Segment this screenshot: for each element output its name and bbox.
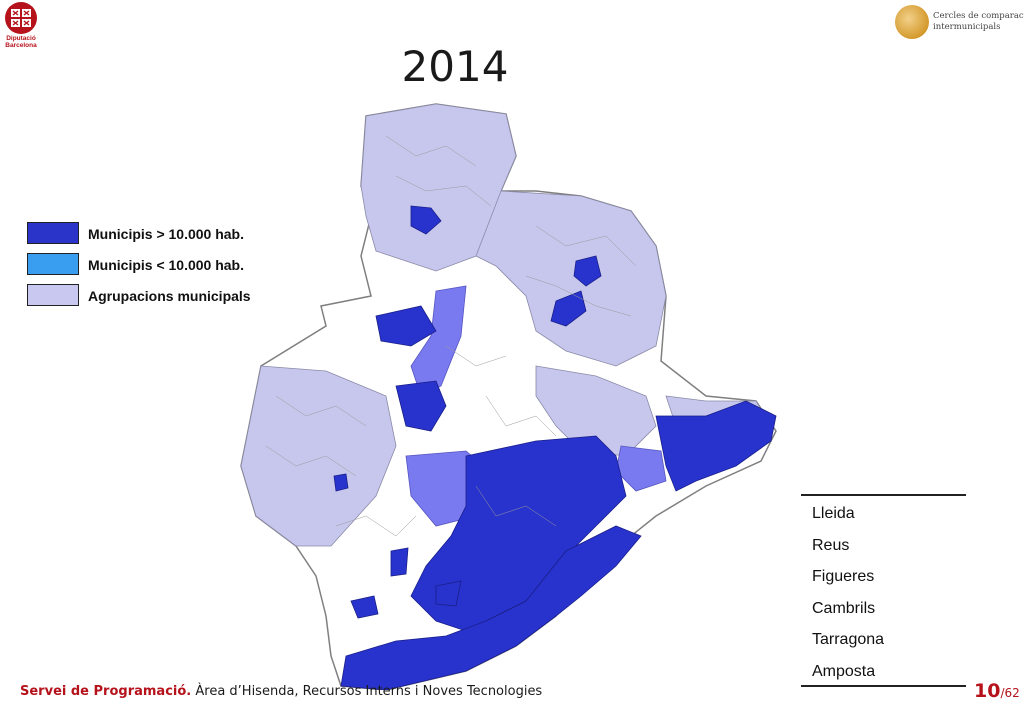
map-region-west: [240, 365, 397, 547]
logo-line-1: Diputació: [6, 35, 36, 42]
list-item: Figueres: [812, 568, 875, 585]
province-map: [240, 103, 777, 690]
cercles-line-1: Cercles de comparació: [933, 11, 1024, 21]
list-item: Tarragona: [812, 631, 885, 648]
diputacio-logo: Diputació Barcelona: [3, 2, 39, 52]
map-large-south-1: [390, 547, 409, 577]
city-list: Lleida Reus Figueres Cambrils Tarragona …: [801, 494, 966, 687]
golden-globe-icon: [895, 5, 929, 39]
legend-label-small: Municipis < 10.000 hab.: [88, 257, 245, 273]
footer-text: Servei de Programació. Àrea d’Hisenda, R…: [20, 684, 542, 699]
legend-label-large: Municipis > 10.000 hab.: [88, 226, 245, 242]
page-current: 10: [974, 680, 1001, 702]
logo-line-2: Barcelona: [5, 42, 37, 49]
map-municipal-borders: [265, 135, 637, 537]
page-title: 2014: [401, 42, 509, 91]
map-large-north-1: [410, 205, 442, 235]
page-total: /62: [1000, 686, 1020, 700]
cercles-line-2: intermunicipals: [933, 22, 1001, 32]
legend-swatch-groups: [27, 284, 79, 306]
legend-swatch-large: [27, 222, 79, 244]
map-large-south-2: [350, 595, 379, 619]
map-large-coast: [340, 525, 642, 690]
map-large-manresa: [395, 380, 447, 432]
map-large-north-3: [550, 290, 587, 327]
footer-rest: Àrea d’Hisenda, Recursos Interns i Noves…: [191, 684, 543, 699]
footer-strong: Servei de Programació.: [20, 684, 192, 699]
map-large-maresme: [655, 400, 777, 492]
legend-label-groups: Agrupacions municipals: [88, 288, 251, 304]
list-item: Cambrils: [812, 599, 876, 617]
map-large-west: [333, 473, 349, 492]
map-large-north-2: [573, 255, 602, 287]
map-region-northeast: [475, 190, 667, 367]
cercles-logo: Cercles de comparació intermunicipals: [895, 5, 1024, 45]
list-item: Amposta: [812, 662, 876, 680]
legend-swatch-small: [27, 253, 79, 275]
map-large-south-3: [435, 580, 462, 607]
map-large-berga: [375, 305, 437, 347]
diputacio-seal-icon: [5, 2, 37, 34]
page-number: 10/62: [974, 680, 1020, 702]
list-item: Lleida: [812, 505, 855, 522]
list-item: Reus: [812, 536, 850, 554]
